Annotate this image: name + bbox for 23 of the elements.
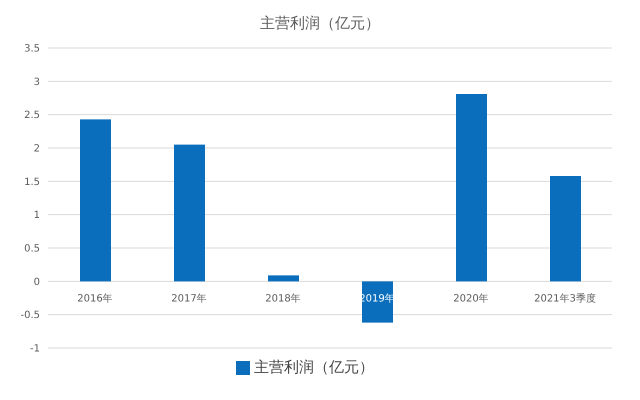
bar xyxy=(174,144,205,282)
x-tick-label: 2018年 xyxy=(265,292,301,305)
y-tick-label: 1.5 xyxy=(24,176,40,188)
bar xyxy=(550,176,581,282)
y-tick-label: -0.5 xyxy=(20,310,40,322)
y-tick-label: 1 xyxy=(34,210,40,222)
y-tick-label: 2.5 xyxy=(24,110,40,122)
x-tick-label: 2021年3季度 xyxy=(534,292,596,305)
bar xyxy=(456,94,487,282)
x-tick-label: 2017年 xyxy=(171,292,207,305)
legend-label: 主营利润（亿元） xyxy=(254,358,374,376)
y-tick-label: 0 xyxy=(34,276,40,288)
y-tick-label: 3.5 xyxy=(24,44,40,55)
bar xyxy=(80,119,111,282)
chart-title: 主营利润（亿元） xyxy=(259,13,381,34)
bar xyxy=(268,275,299,282)
x-tick-label: 2020年 xyxy=(453,292,489,305)
y-tick-label: 2 xyxy=(34,144,40,155)
x-tick-label: 2016年 xyxy=(77,292,113,305)
bar xyxy=(362,281,393,323)
y-tick-label: -1 xyxy=(30,344,40,355)
y-tick-label: 3 xyxy=(34,76,40,88)
y-tick-label: 0.5 xyxy=(24,244,40,255)
